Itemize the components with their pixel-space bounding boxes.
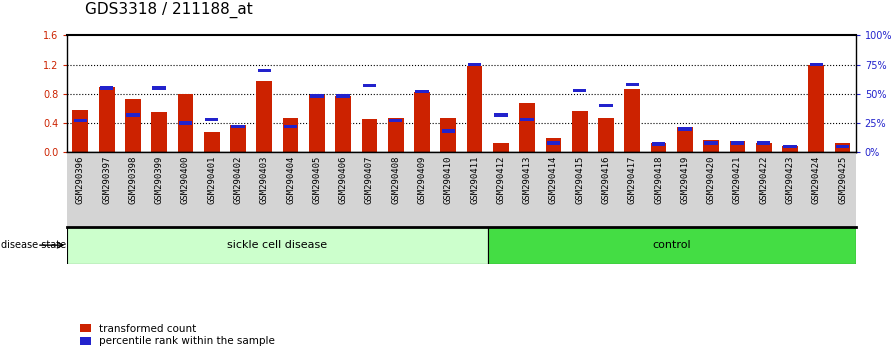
Bar: [520, 103, 535, 152]
Text: GSM290425: GSM290425: [838, 156, 847, 204]
Text: GSM290400: GSM290400: [181, 156, 190, 204]
Bar: [73, 119, 87, 122]
Bar: [782, 147, 797, 152]
Text: GSM290410: GSM290410: [444, 156, 452, 204]
Bar: [152, 86, 166, 90]
Bar: [283, 118, 298, 152]
Bar: [125, 99, 141, 152]
Bar: [521, 118, 534, 121]
Bar: [284, 125, 297, 128]
Text: GSM290412: GSM290412: [496, 156, 505, 204]
Bar: [337, 95, 349, 98]
Bar: [546, 138, 561, 152]
Text: sickle cell disease: sickle cell disease: [228, 240, 328, 250]
Text: GSM290423: GSM290423: [786, 156, 795, 204]
Bar: [625, 83, 639, 86]
Text: GSM290405: GSM290405: [313, 156, 322, 204]
Bar: [650, 143, 667, 152]
Text: GSM290406: GSM290406: [339, 156, 348, 204]
Text: GSM290399: GSM290399: [155, 156, 164, 204]
Bar: [67, 227, 487, 264]
Bar: [704, 141, 718, 145]
Text: GSM290408: GSM290408: [392, 156, 401, 204]
Bar: [677, 127, 693, 152]
Bar: [599, 118, 614, 152]
Text: disease state: disease state: [1, 240, 66, 250]
Bar: [204, 132, 220, 152]
Bar: [416, 90, 428, 93]
Text: GSM290422: GSM290422: [759, 156, 768, 204]
Text: GSM290414: GSM290414: [549, 156, 558, 204]
Bar: [258, 69, 271, 72]
Bar: [835, 143, 850, 152]
Bar: [309, 95, 324, 152]
Text: GSM290396: GSM290396: [76, 156, 85, 204]
Bar: [495, 113, 507, 116]
Bar: [388, 118, 403, 152]
Text: GSM290403: GSM290403: [260, 156, 269, 204]
Bar: [73, 110, 88, 152]
Text: GSM290424: GSM290424: [812, 156, 821, 204]
Bar: [756, 143, 771, 152]
Bar: [442, 130, 455, 133]
Bar: [231, 125, 245, 128]
Text: GSM290416: GSM290416: [601, 156, 610, 204]
Bar: [230, 125, 246, 152]
Bar: [468, 63, 481, 66]
Bar: [362, 119, 377, 152]
Bar: [310, 95, 323, 98]
Text: GSM290418: GSM290418: [654, 156, 663, 204]
Bar: [731, 141, 744, 145]
Bar: [389, 119, 402, 122]
Text: GSM290420: GSM290420: [707, 156, 716, 204]
Text: GSM290401: GSM290401: [207, 156, 216, 204]
Bar: [179, 121, 192, 125]
Bar: [625, 89, 640, 152]
Bar: [703, 140, 719, 152]
Bar: [547, 141, 560, 145]
Bar: [810, 63, 823, 66]
Bar: [572, 111, 588, 152]
Text: GSM290397: GSM290397: [102, 156, 111, 204]
Legend: transformed count, percentile rank within the sample: transformed count, percentile rank withi…: [76, 320, 280, 350]
Text: GSM290411: GSM290411: [470, 156, 479, 204]
Bar: [100, 86, 113, 90]
Bar: [441, 118, 456, 152]
Text: GSM290404: GSM290404: [286, 156, 295, 204]
Bar: [126, 113, 140, 116]
Bar: [487, 227, 856, 264]
Bar: [652, 142, 665, 146]
Bar: [757, 141, 771, 145]
Bar: [414, 92, 430, 152]
Text: GSM290402: GSM290402: [234, 156, 243, 204]
Bar: [335, 96, 351, 152]
Text: GSM290419: GSM290419: [680, 156, 689, 204]
Bar: [256, 81, 272, 152]
Bar: [363, 84, 376, 87]
Bar: [836, 145, 849, 148]
Bar: [99, 86, 115, 152]
Bar: [467, 66, 482, 152]
Text: GSM290398: GSM290398: [128, 156, 137, 204]
Bar: [783, 145, 797, 148]
Text: GSM290407: GSM290407: [365, 156, 374, 204]
Bar: [729, 141, 745, 152]
Bar: [678, 127, 692, 131]
Text: GDS3318 / 211188_at: GDS3318 / 211188_at: [85, 1, 253, 18]
Bar: [151, 112, 167, 152]
Text: GSM290413: GSM290413: [522, 156, 531, 204]
Text: GSM290417: GSM290417: [628, 156, 637, 204]
Text: control: control: [652, 240, 691, 250]
Bar: [493, 143, 509, 152]
Bar: [177, 94, 194, 152]
Text: GSM290409: GSM290409: [418, 156, 426, 204]
Bar: [205, 118, 219, 121]
Bar: [599, 104, 613, 107]
Bar: [573, 88, 586, 92]
Text: GSM290415: GSM290415: [575, 156, 584, 204]
Text: GSM290421: GSM290421: [733, 156, 742, 204]
Bar: [808, 65, 824, 152]
